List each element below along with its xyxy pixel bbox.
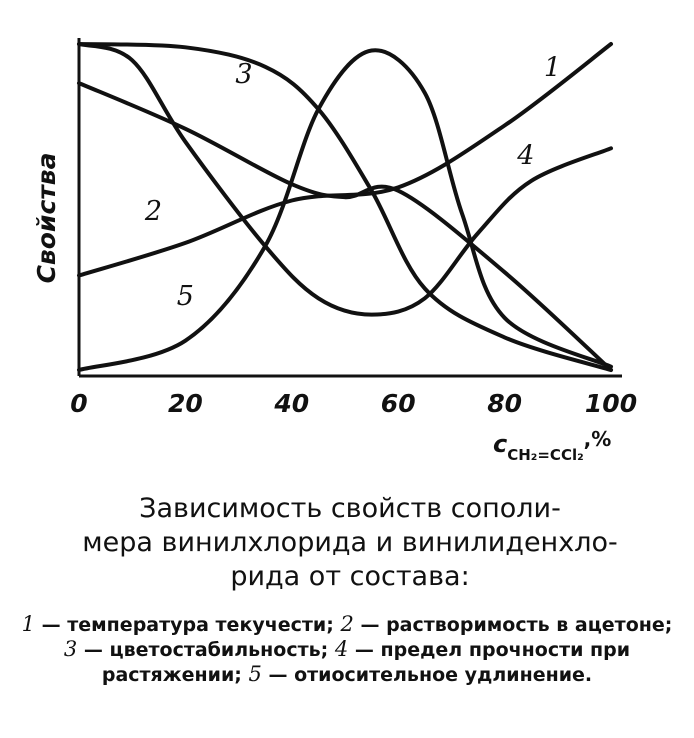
figure-caption: Зависимость свойств сополи- мера винилхл… [20, 492, 680, 594]
series-line-4 [77, 42, 613, 317]
curve-label-3: 3 [235, 59, 252, 90]
curve-label-2: 2 [144, 196, 162, 227]
axes [77, 38, 622, 378]
series-line-5 [77, 48, 613, 372]
legend-text: — отиосительное удлинение. [261, 664, 593, 686]
legend-text: — цветостабильность; [77, 639, 335, 661]
chart: Свойства 0 20 40 60 80 100 1 2 3 4 5 cCH₂=CCl₂,% [32, 38, 637, 464]
caption-line: рида от состава: [230, 561, 470, 592]
caption-line: Зависимость свойств сополи- [139, 493, 561, 524]
y-axis-label: Свойства [32, 153, 61, 284]
legend-item-2: 2 — растворимость в ацетоне; [340, 612, 673, 636]
series-curves [77, 42, 613, 372]
legend-item-1: 1 — температура текучести; [21, 612, 341, 636]
x-tick-label: 20 [168, 389, 203, 418]
curve-label-1: 1 [544, 53, 561, 84]
x-axis-label: cCH₂=CCl₂,% [493, 427, 611, 464]
legend-text: — растворимость в ацетоне; [353, 614, 673, 636]
x-tick-labels: 0 20 40 60 80 100 [70, 389, 637, 418]
legend-item-3: 3 — цветостабильность; [63, 637, 335, 661]
x-tick-label: 0 [70, 389, 87, 418]
series-line-3 [77, 42, 613, 372]
x-tick-label: 80 [487, 389, 522, 418]
curve-label-5: 5 [177, 281, 194, 312]
legend-text: — предел прочности при растяжении; [101, 639, 631, 686]
legend-number: 2 [340, 612, 354, 636]
legend-number: 1 [21, 612, 36, 636]
x-tick-label: 100 [585, 389, 637, 418]
series-line-2 [77, 81, 613, 372]
legend-item-4: 4 — предел прочности при растяжении; [101, 637, 631, 686]
legend-text: — температура текучести; [35, 614, 341, 636]
caption-line: мера винилхлорида и винилиденхло- [82, 527, 618, 558]
curve-labels: 1 2 3 4 5 [144, 53, 561, 312]
legend: 1 — температура текучести; 2 — растворим… [14, 612, 680, 687]
legend-number: 3 [63, 637, 78, 661]
x-tick-label: 40 [273, 389, 309, 418]
legend-item-5: 5 — отиосительное удлинение. [248, 662, 593, 686]
legend-number: 4 [334, 637, 349, 661]
curve-label-4: 4 [516, 141, 534, 172]
x-tick-label: 60 [381, 389, 416, 418]
legend-number: 5 [248, 662, 262, 686]
